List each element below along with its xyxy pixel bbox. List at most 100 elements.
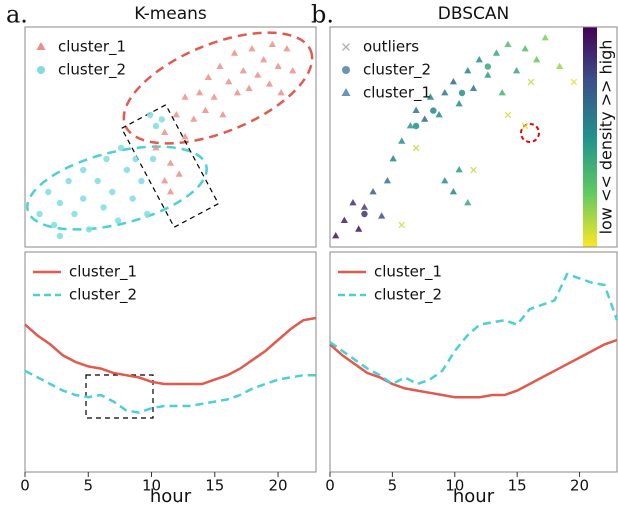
point bbox=[201, 106, 210, 113]
chart-title: K-means bbox=[134, 4, 207, 24]
point bbox=[512, 67, 521, 74]
point bbox=[196, 89, 204, 96]
legend-label: cluster_2 bbox=[363, 61, 431, 80]
cluster-outline bbox=[122, 31, 314, 145]
point bbox=[504, 111, 512, 119]
point bbox=[412, 106, 420, 113]
point bbox=[204, 73, 212, 80]
point bbox=[484, 63, 492, 70]
legend-marker bbox=[341, 88, 351, 96]
point bbox=[230, 49, 239, 56]
point bbox=[475, 56, 483, 63]
point bbox=[50, 221, 58, 229]
point bbox=[56, 199, 64, 207]
point bbox=[406, 122, 414, 129]
legend-label: cluster_2 bbox=[58, 61, 126, 80]
point bbox=[181, 93, 189, 100]
highlight-circle bbox=[520, 123, 540, 143]
x-tick-label: 15 bbox=[508, 477, 527, 495]
line bbox=[24, 316, 317, 386]
point bbox=[181, 133, 189, 140]
point bbox=[172, 111, 180, 118]
point bbox=[45, 188, 52, 196]
point bbox=[441, 177, 449, 184]
legend-label: cluster_2 bbox=[374, 286, 442, 305]
panel-label: a. bbox=[6, 1, 28, 29]
plot-frame bbox=[329, 26, 618, 248]
highlight-box bbox=[120, 104, 220, 228]
point bbox=[161, 128, 169, 135]
point bbox=[80, 195, 87, 202]
point bbox=[71, 210, 78, 218]
point bbox=[56, 232, 64, 240]
point bbox=[254, 71, 262, 78]
legend-label: cluster_1 bbox=[58, 38, 126, 57]
point bbox=[521, 122, 529, 130]
point bbox=[430, 107, 437, 114]
legend-marker bbox=[342, 43, 350, 51]
legend-label: cluster_1 bbox=[374, 263, 442, 282]
plot-frame bbox=[24, 251, 317, 473]
x-tick-label: 20 bbox=[570, 477, 589, 495]
x-tick-label: 0 bbox=[325, 477, 335, 495]
point bbox=[349, 199, 357, 206]
line bbox=[329, 338, 618, 399]
point bbox=[332, 232, 340, 239]
plot-frame bbox=[24, 26, 317, 248]
point bbox=[412, 122, 420, 130]
legend-marker bbox=[36, 42, 46, 50]
legend-label: cluster_1 bbox=[363, 84, 431, 103]
point bbox=[470, 166, 477, 174]
point bbox=[361, 210, 368, 218]
point bbox=[398, 137, 406, 144]
point bbox=[166, 159, 175, 166]
point bbox=[65, 177, 72, 185]
point bbox=[85, 226, 93, 233]
point bbox=[277, 89, 285, 96]
point bbox=[441, 89, 449, 96]
point bbox=[464, 199, 472, 206]
point bbox=[360, 203, 369, 210]
point bbox=[103, 155, 110, 163]
x-axis-label: hour bbox=[453, 486, 495, 507]
point bbox=[233, 89, 242, 96]
point bbox=[498, 89, 506, 96]
legend-label: cluster_2 bbox=[69, 286, 137, 305]
point bbox=[239, 67, 247, 74]
point bbox=[504, 40, 512, 47]
point bbox=[274, 62, 282, 69]
point bbox=[426, 93, 435, 100]
point bbox=[469, 84, 478, 91]
point bbox=[268, 40, 276, 47]
point bbox=[421, 115, 429, 122]
point bbox=[449, 78, 458, 85]
point bbox=[80, 166, 87, 174]
point bbox=[219, 111, 227, 118]
point bbox=[484, 71, 492, 78]
point bbox=[449, 188, 458, 195]
point bbox=[289, 67, 297, 74]
point bbox=[245, 84, 253, 91]
highlight-box bbox=[85, 374, 154, 419]
x-tick-label: 0 bbox=[20, 477, 30, 495]
point bbox=[492, 49, 501, 56]
point bbox=[527, 78, 535, 86]
x-tick-label: 5 bbox=[388, 477, 398, 495]
point bbox=[369, 188, 377, 195]
point bbox=[355, 225, 363, 232]
x-tick-label: 10 bbox=[142, 477, 161, 495]
x-tick-label: 15 bbox=[205, 477, 224, 495]
x-tick-label: 10 bbox=[445, 477, 464, 495]
point bbox=[149, 155, 157, 163]
point bbox=[144, 210, 151, 218]
point bbox=[129, 195, 136, 202]
cluster-outline bbox=[26, 145, 208, 231]
point bbox=[265, 80, 274, 87]
point bbox=[158, 116, 165, 123]
line bbox=[24, 369, 316, 414]
point bbox=[248, 45, 256, 52]
point bbox=[412, 144, 420, 152]
point bbox=[383, 177, 391, 184]
point bbox=[94, 177, 101, 185]
panel-label: b. bbox=[311, 1, 334, 29]
